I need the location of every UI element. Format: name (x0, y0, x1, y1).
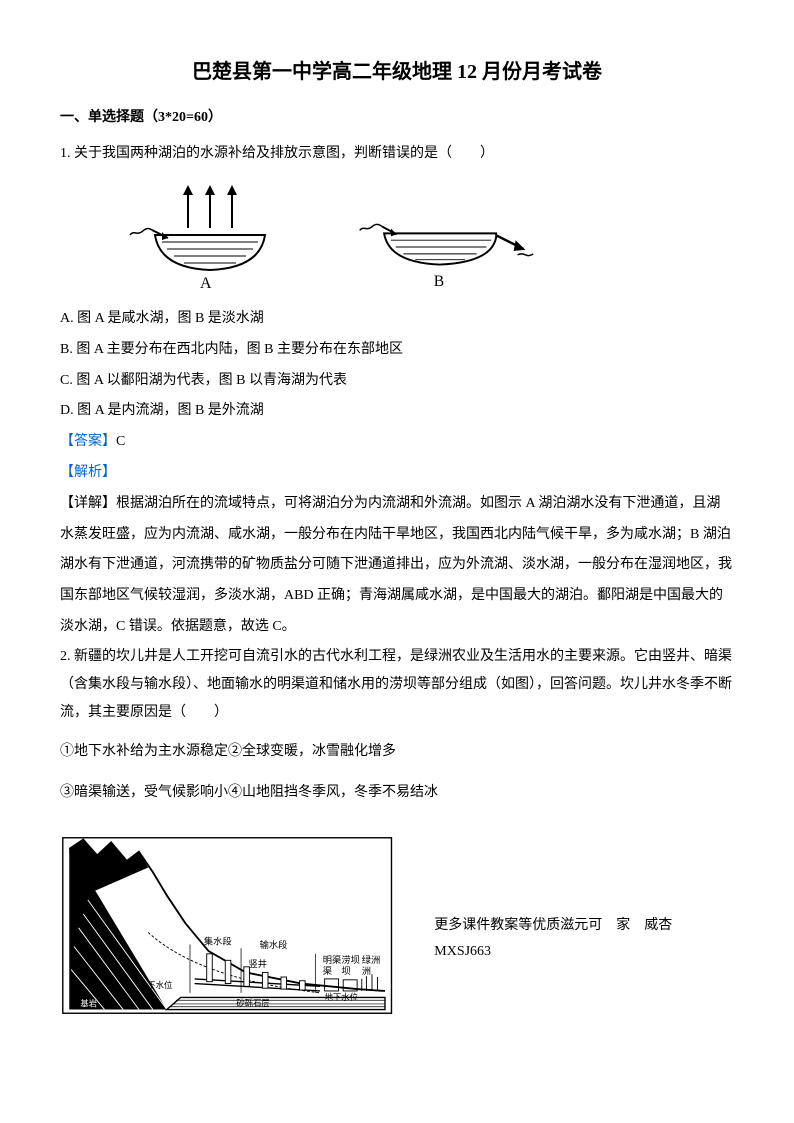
svg-text:涝坝: 涝坝 (341, 954, 360, 966)
q1-diagrams: A B (120, 180, 734, 290)
answer-label-text: 【答案】 (60, 434, 116, 449)
svg-text:绿洲: 绿洲 (362, 954, 381, 966)
section-header: 一、单选择题（3*20=60） (60, 106, 734, 126)
q1-option-d: D. 图 A 是内流湖，图 B 是外流湖 (60, 396, 734, 427)
q1-answer: 【答案】C (60, 427, 734, 458)
svg-text:A: A (200, 275, 212, 290)
karez-diagram: 集水段 输水段 竖井 明渠 渠 涝坝 坝 绿洲 洲 地下水位 地下水位 砂砾石层… (60, 828, 394, 1023)
answer-value: C (116, 434, 125, 449)
svg-text:B: B (434, 273, 444, 290)
lake-a-diagram: A (120, 180, 290, 290)
q1-analysis-label: 【解析】 (60, 458, 734, 489)
q2-options2: ③暗渠输送，受气候影响小④山地阻挡冬季风，冬季不易结冰 (60, 778, 734, 809)
svg-text:输水段: 输水段 (260, 940, 288, 952)
q1-text: 1. 关于我国两种湖泊的水源补给及排放示意图，判断错误的是（ ） (60, 140, 734, 168)
svg-text:竖井: 竖井 (248, 958, 267, 970)
svg-text:砂砾石层: 砂砾石层 (236, 998, 269, 1008)
svg-text:地下水位: 地下水位 (139, 981, 172, 991)
footer-text: 更多课件教案等优质滋元可 家 威杏 MXSJ663 (434, 913, 734, 963)
svg-text:明渠: 明渠 (323, 954, 342, 966)
q1-option-c: C. 图 A 以鄱阳湖为代表，图 B 以青海湖为代表 (60, 366, 734, 397)
q1-option-b: B. 图 A 主要分布在西北内陆，图 B 主要分布在东部地区 (60, 335, 734, 366)
svg-text:地下水位: 地下水位 (325, 993, 358, 1003)
lake-b-diagram: B (350, 205, 540, 290)
svg-text:坝: 坝 (341, 967, 350, 978)
svg-text:基岩: 基岩 (80, 999, 97, 1009)
svg-text:渠: 渠 (323, 966, 332, 978)
svg-text:集水段: 集水段 (204, 936, 232, 948)
q1-detail: 【详解】根据湖泊所在的流域特点，可将湖泊分为内流湖和外流湖。如图示 A 湖泊湖水… (60, 489, 734, 643)
q2-diagram-container: 集水段 输水段 竖井 明渠 渠 涝坝 坝 绿洲 洲 地下水位 地下水位 砂砾石层… (60, 828, 734, 1028)
svg-text:洲: 洲 (362, 967, 371, 978)
page-title: 巴楚县第一中学高二年级地理 12 月份月考试卷 (60, 55, 734, 84)
q2-options1: ①地下水补给为主水源稳定②全球变暖，冰雪融化增多 (60, 737, 734, 768)
q1-option-a: A. 图 A 是咸水湖，图 B 是淡水湖 (60, 304, 734, 335)
q2-text: 2. 新疆的坎儿井是人工开挖可自流引水的古代水利工程，是绿洲农业及生活用水的主要… (60, 643, 734, 727)
